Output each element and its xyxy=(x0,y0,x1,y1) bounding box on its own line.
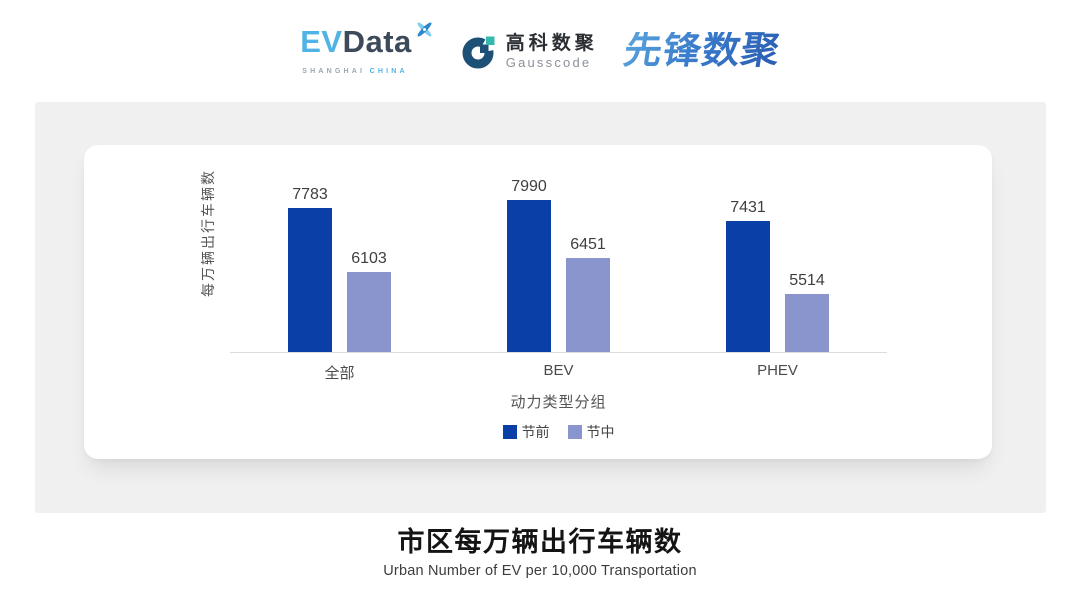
y-axis-label: 每万辆出行车辆数 xyxy=(200,169,216,297)
bar-column: 7783 xyxy=(288,185,332,352)
chart-title: 市区每万辆出行车辆数 xyxy=(397,527,683,557)
gausscode-g-icon xyxy=(462,36,495,69)
bar-节中-PHEV xyxy=(785,294,829,352)
bar-节前-全部 xyxy=(288,207,332,352)
chart-legend: 节前 节中 xyxy=(230,422,887,442)
bar-value-label: 5514 xyxy=(789,272,825,290)
bar-column: 6451 xyxy=(566,237,610,352)
gausscode-name-cn: 高科数聚 xyxy=(505,32,598,54)
bar-group-全部: 7783 6103 xyxy=(230,184,449,352)
plot-area: 7783 6103 7990 6451 7431 5514 xyxy=(230,178,887,353)
evdata-tagline-china: CHINA xyxy=(369,67,408,75)
bar-节前-PHEV xyxy=(726,221,770,352)
legend-swatch xyxy=(567,425,582,439)
xianfeng-logo: 先锋数聚 xyxy=(620,30,784,72)
bar-value-label: 6103 xyxy=(351,249,387,267)
gausscode-name-en: Gausscode xyxy=(505,54,592,70)
bar-节中-全部 xyxy=(347,271,391,352)
caption-block: 市区每万辆出行车辆数 Urban Number of EV per 10,000… xyxy=(0,526,1080,579)
chart-panel: 每万辆出行车辆数 7783 6103 7990 6451 7431 5514 全部 BEV P… xyxy=(35,102,1046,513)
evdata-wordmark-data: Data xyxy=(342,23,412,59)
evdata-tagline-shanghai: SHANGHAI xyxy=(302,67,366,75)
bar-value-label: 7990 xyxy=(511,177,547,195)
x-tick-全部: 全部 xyxy=(324,365,355,382)
evdata-tagline: SHANGHAI CHINA xyxy=(300,61,435,77)
bar-group-PHEV: 7431 5514 xyxy=(668,184,887,352)
legend-item-节中: 节中 xyxy=(567,422,615,442)
bar-group-BEV: 7990 6451 xyxy=(449,178,668,352)
evdata-wordmark: EV Data xyxy=(300,22,435,59)
legend-label: 节中 xyxy=(586,424,615,440)
bar-value-label: 7431 xyxy=(730,199,766,216)
bar-column: 5514 xyxy=(785,273,829,352)
x-tick-BEV: BEV xyxy=(543,362,574,379)
bar-value-label: 7783 xyxy=(292,185,328,203)
gausscode-text: 高科数聚 Gausscode xyxy=(506,34,598,69)
bar-节中-BEV xyxy=(566,258,610,352)
evdata-logo: EV Data SHANGHAI CHINA xyxy=(300,22,435,77)
x-axis-title: 动力类型分组 xyxy=(510,394,607,411)
bar-节前-BEV xyxy=(507,199,551,352)
bar-value-label: 6451 xyxy=(570,236,606,254)
evdata-wordmark-ev: EV xyxy=(300,23,343,59)
legend-label: 节前 xyxy=(521,424,550,440)
x-axis-ticks: 全部 BEV PHEV xyxy=(230,362,887,383)
logo-header: EV Data SHANGHAI CHINA 高科数聚 Gausscode xyxy=(0,22,1080,80)
legend-swatch xyxy=(502,425,517,439)
evdata-star-icon xyxy=(417,22,432,36)
bar-column: 6103 xyxy=(347,249,391,352)
bar-column: 7990 xyxy=(507,177,551,352)
x-tick-PHEV: PHEV xyxy=(757,362,798,379)
chart-subtitle: Urban Number of EV per 10,000 Transporta… xyxy=(383,563,697,580)
gausscode-logo: 高科数聚 Gausscode xyxy=(461,33,598,69)
chart-card: 每万辆出行车辆数 7783 6103 7990 6451 7431 5514 全部 BEV P… xyxy=(84,145,992,459)
bar-column: 7431 xyxy=(726,200,770,352)
legend-item-节前: 节前 xyxy=(502,422,550,442)
